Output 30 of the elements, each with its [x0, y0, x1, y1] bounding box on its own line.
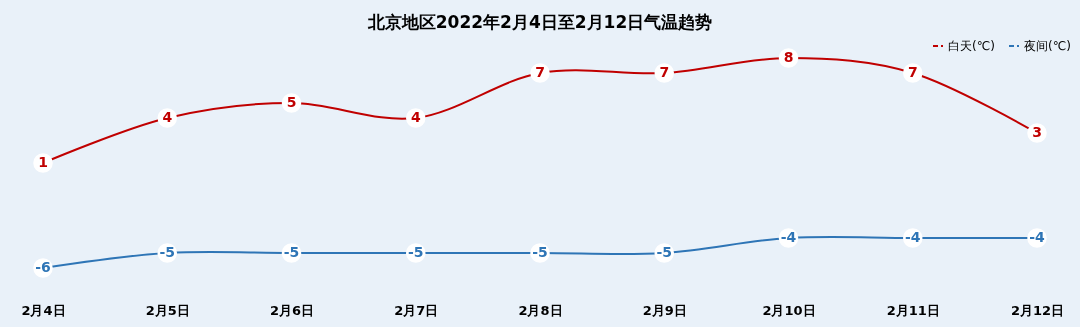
- data-label: 8: [783, 49, 794, 65]
- data-label: -5: [159, 244, 176, 260]
- data-label: 7: [535, 64, 545, 80]
- data-label: -4: [780, 229, 797, 245]
- data-label: 5: [286, 94, 297, 110]
- legend-label: 夜间(℃): [1024, 39, 1071, 53]
- data-label: 4: [162, 109, 173, 125]
- data-label: -4: [904, 229, 921, 245]
- data-label: -4: [1029, 229, 1046, 245]
- data-label: 7: [907, 64, 918, 80]
- x-tick-label: 2月6日: [269, 302, 315, 318]
- data-label: -5: [532, 244, 548, 260]
- data-label: 7: [659, 64, 670, 80]
- x-tick-label: 2月8日: [518, 302, 563, 318]
- x-tick-label: 2月11日: [886, 302, 940, 318]
- data-label: 4: [410, 109, 421, 125]
- x-tick-label: 2月5日: [145, 302, 190, 318]
- data-label: 3: [1032, 124, 1042, 140]
- data-label: 1: [38, 154, 48, 170]
- x-tick-label: 2月7日: [394, 302, 439, 318]
- x-tick-label: 2月4日: [21, 302, 66, 318]
- data-label: -5: [407, 244, 424, 260]
- x-tick-label: 2月12日: [1010, 302, 1065, 318]
- data-label: -5: [656, 244, 673, 260]
- data-label: -6: [35, 259, 51, 275]
- chart-title: 北京地区2022年2月4日至2月12日气温趋势: [366, 12, 713, 32]
- legend-label: 白天(℃): [948, 39, 995, 53]
- x-tick-label: 2月9日: [642, 302, 687, 318]
- data-label: -5: [283, 244, 300, 260]
- x-tick-label: 2月10日: [762, 302, 816, 318]
